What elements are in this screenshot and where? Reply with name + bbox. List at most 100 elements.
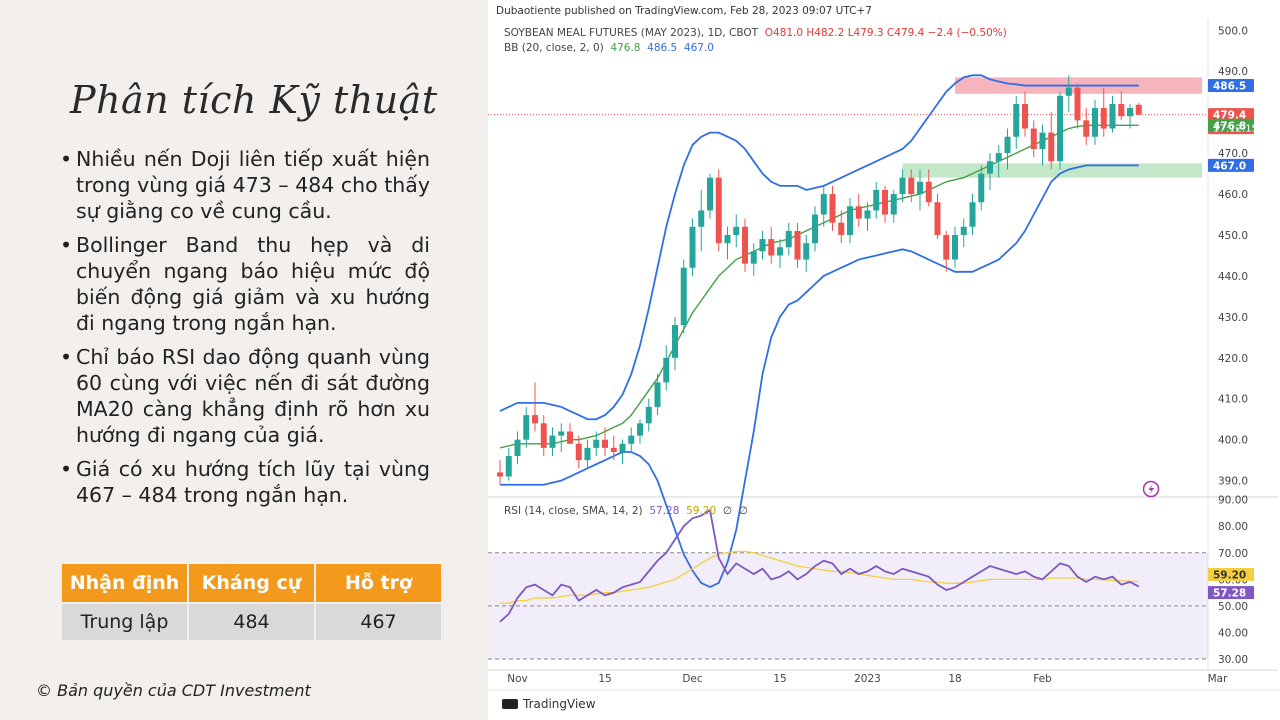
- time-tick-label: Mar: [1208, 673, 1228, 685]
- bb-legend: BB (20, close, 2, 0) 476.8 486.5 467.0: [504, 42, 714, 54]
- tradingview-chart-panel: 390.0 400.0 410.0 420.0 430.0 440.0 450.0 460.0…: [488, 0, 1280, 720]
- tradingview-footer[interactable]: TradingView: [502, 697, 596, 711]
- candle-body: [497, 472, 503, 477]
- bb-upper-value: 486.5: [647, 42, 678, 54]
- candle-body: [1135, 104, 1142, 115]
- candle-body: [750, 251, 757, 264]
- symbol-name: SOYBEAN MEAL FUTURES (MAY 2023), 1D, CBO…: [504, 27, 759, 39]
- analysis-bullets: Nhiều nến Doji liên tiếp xuất hiện trong…: [60, 146, 430, 516]
- copyright-text: © Bản quyền của CDT Investment: [36, 681, 311, 700]
- bullet-item: Nhiều nến Doji liên tiếp xuất hiện trong…: [60, 146, 430, 224]
- header-resistance: Kháng cự: [189, 564, 314, 602]
- table-row: Trung lập 484 467: [62, 604, 441, 640]
- rsi-ma-value: 59.20: [686, 505, 717, 517]
- rsi-tick-label: 50.00: [1218, 601, 1248, 613]
- rsi-line: [499, 508, 1140, 623]
- price-chart-svg[interactable]: 390.0 400.0 410.0 420.0 430.0 440.0 450.0 460.0…: [488, 0, 1280, 720]
- rsi-tick-label: 90.00: [1218, 495, 1248, 507]
- ohlc-values: O481.0 H482.2 L479.3 C479.4 −2.4 (−0.50%…: [764, 27, 1007, 39]
- candle-body: [663, 357, 670, 383]
- candle-body: [882, 189, 888, 215]
- countdown-text: 17:12:15: [1213, 124, 1258, 135]
- candle-body: [680, 267, 687, 326]
- price-tick-label: 490.0: [1218, 66, 1248, 78]
- candle-body: [567, 431, 573, 444]
- price-tick-label: 500.0: [1218, 25, 1248, 37]
- candle-body: [952, 234, 958, 260]
- price-tick-label: 470.0: [1218, 148, 1248, 160]
- candle-body: [733, 226, 740, 235]
- candle-body: [1083, 120, 1090, 137]
- candle-body: [908, 177, 915, 195]
- rsi-ma-line: [500, 550, 1139, 604]
- candle-body: [602, 439, 608, 448]
- candle-body: [995, 153, 1002, 162]
- candle-body: [829, 194, 836, 223]
- candle-body: [540, 423, 547, 448]
- rsi-axis-badge-text: 59.20: [1213, 569, 1246, 581]
- candle-body: [645, 406, 652, 424]
- price-tick-label: 430.0: [1218, 312, 1248, 324]
- candle-body: [987, 161, 993, 174]
- candle-body: [899, 177, 906, 195]
- bullet-item: Chỉ báo RSI dao động quanh vùng 60 cùng …: [60, 344, 430, 448]
- cell-support: 467: [316, 604, 441, 640]
- candle-body: [1092, 108, 1098, 137]
- rsi-label: RSI (14, close, SMA, 14, 2): [504, 505, 643, 517]
- candle-body: [698, 210, 705, 227]
- candle-body: [715, 177, 722, 244]
- candle-body: [873, 189, 880, 211]
- rsi-empty-2: ∅: [738, 505, 748, 517]
- candle-body: [960, 226, 967, 235]
- candle-body: [523, 415, 530, 440]
- time-tick-label: 2023: [854, 673, 881, 685]
- candle-body: [593, 439, 600, 448]
- candle-body: [584, 447, 591, 461]
- candle-body: [672, 325, 678, 358]
- candle-body: [1109, 103, 1116, 129]
- rsi-legend: RSI (14, close, SMA, 14, 2) 57.28 59.20 …: [504, 505, 748, 517]
- candle-body: [812, 214, 818, 244]
- price-tick-label: 390.0: [1218, 476, 1248, 488]
- price-tick-label: 410.0: [1218, 394, 1248, 406]
- candle-body: [724, 234, 731, 244]
- lightning-icon: [1142, 480, 1160, 498]
- time-tick-label: 18: [948, 673, 961, 685]
- candle-body: [549, 435, 556, 448]
- bb-lower-value: 467.0: [683, 42, 714, 54]
- candle-body: [637, 423, 643, 436]
- candle-body: [689, 226, 696, 268]
- candle-body: [925, 181, 932, 203]
- candle-body: [917, 181, 923, 195]
- candle-body: [654, 382, 661, 407]
- price-tick-label: 420.0: [1218, 353, 1248, 365]
- candle-body: [628, 435, 635, 444]
- rsi-tick-label: 30.00: [1218, 654, 1248, 666]
- slide-content: Phân tích Kỹ thuật Nhiều nến Doji liên t…: [0, 0, 480, 720]
- candle-body: [785, 230, 792, 248]
- bb-upper-line: [499, 74, 1139, 421]
- price-axis-badge-text: 467.0: [1213, 160, 1246, 172]
- candle-body: [934, 202, 941, 235]
- rsi-value: 57.28: [649, 505, 680, 517]
- candle-body: [847, 206, 853, 235]
- support-zone: [902, 163, 1202, 178]
- bullet-item: Bollinger Band thu hẹp và di chuyển ngan…: [60, 232, 430, 336]
- candle-body: [1004, 136, 1011, 154]
- price-axis-badge-text: 476.8: [1213, 120, 1246, 132]
- candle-body: [943, 234, 950, 260]
- cell-assessment: Trung lập: [62, 604, 187, 640]
- price-tick-label: 440.0: [1218, 271, 1248, 283]
- candle-body: [1127, 108, 1133, 117]
- candle-body: [969, 202, 976, 227]
- candle-body: [610, 447, 617, 452]
- tradingview-logo-icon: [502, 699, 518, 709]
- candle-body: [1074, 87, 1081, 121]
- price-tick-label: 450.0: [1218, 230, 1248, 242]
- price-tick-label: 400.0: [1218, 435, 1248, 447]
- cell-resistance: 484: [189, 604, 314, 640]
- symbol-legend: SOYBEAN MEAL FUTURES (MAY 2023), 1D, CBO…: [504, 27, 1007, 39]
- candle-body: [1013, 103, 1020, 137]
- candle-body: [1039, 132, 1046, 150]
- price-axis-badge-text: 486.5: [1213, 81, 1246, 93]
